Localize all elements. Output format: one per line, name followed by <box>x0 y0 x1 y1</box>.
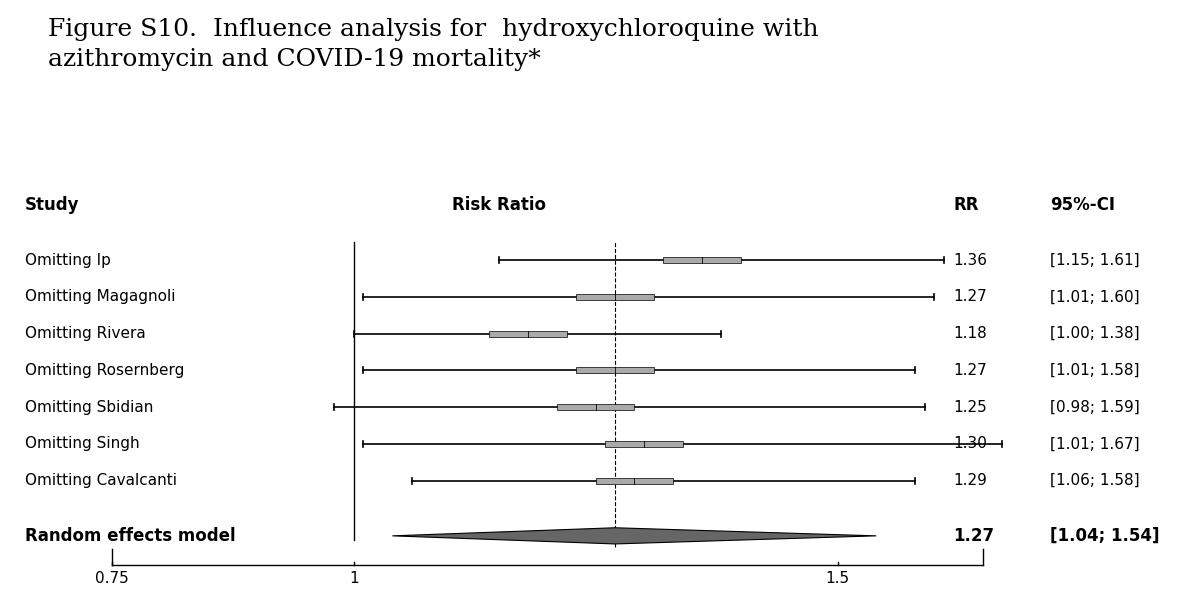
Text: Omitting Rivera: Omitting Rivera <box>25 326 145 341</box>
Text: [1.15; 1.61]: [1.15; 1.61] <box>1050 253 1140 268</box>
Text: Omitting Cavalcanti: Omitting Cavalcanti <box>25 473 176 488</box>
Text: 1.30: 1.30 <box>954 436 988 451</box>
FancyBboxPatch shape <box>595 478 673 484</box>
Text: Study: Study <box>25 196 79 214</box>
FancyBboxPatch shape <box>557 404 635 410</box>
Text: 1.36: 1.36 <box>954 253 988 268</box>
Text: [1.00; 1.38]: [1.00; 1.38] <box>1050 326 1140 341</box>
Text: [1.01; 1.58]: [1.01; 1.58] <box>1050 363 1140 378</box>
Text: RR: RR <box>954 196 979 214</box>
Text: Omitting Singh: Omitting Singh <box>25 436 139 451</box>
Text: 1.27: 1.27 <box>954 363 988 378</box>
Text: Figure S10.  Influence analysis for  hydroxychloroquine with
azithromycin and CO: Figure S10. Influence analysis for hydro… <box>48 18 818 72</box>
FancyBboxPatch shape <box>576 367 654 373</box>
Text: [1.04; 1.54]: [1.04; 1.54] <box>1050 527 1160 545</box>
Text: 0.75: 0.75 <box>95 571 128 586</box>
Text: 1: 1 <box>349 571 359 586</box>
Text: 1.27: 1.27 <box>954 527 995 545</box>
Text: 1.27: 1.27 <box>954 290 988 304</box>
Text: 1.5: 1.5 <box>826 571 850 586</box>
Text: [0.98; 1.59]: [0.98; 1.59] <box>1050 400 1140 415</box>
Text: 1.18: 1.18 <box>954 326 988 341</box>
Text: Risk Ratio: Risk Ratio <box>452 196 546 214</box>
Text: Random effects model: Random effects model <box>25 527 235 545</box>
Text: Omitting Magagnoli: Omitting Magagnoli <box>25 290 175 304</box>
Text: [1.01; 1.60]: [1.01; 1.60] <box>1050 290 1140 304</box>
Text: 1.29: 1.29 <box>954 473 988 488</box>
Text: Omitting Ip: Omitting Ip <box>25 253 110 268</box>
Text: Omitting Sbidian: Omitting Sbidian <box>25 400 154 415</box>
FancyBboxPatch shape <box>664 257 740 263</box>
FancyBboxPatch shape <box>576 294 654 300</box>
Polygon shape <box>392 528 876 544</box>
Text: 95%-CI: 95%-CI <box>1050 196 1116 214</box>
Text: [1.01; 1.67]: [1.01; 1.67] <box>1050 436 1140 451</box>
FancyBboxPatch shape <box>490 331 566 336</box>
Text: Omitting Rosernberg: Omitting Rosernberg <box>25 363 184 378</box>
FancyBboxPatch shape <box>605 441 683 447</box>
Text: 1.25: 1.25 <box>954 400 988 415</box>
Text: [1.06; 1.58]: [1.06; 1.58] <box>1050 473 1140 488</box>
